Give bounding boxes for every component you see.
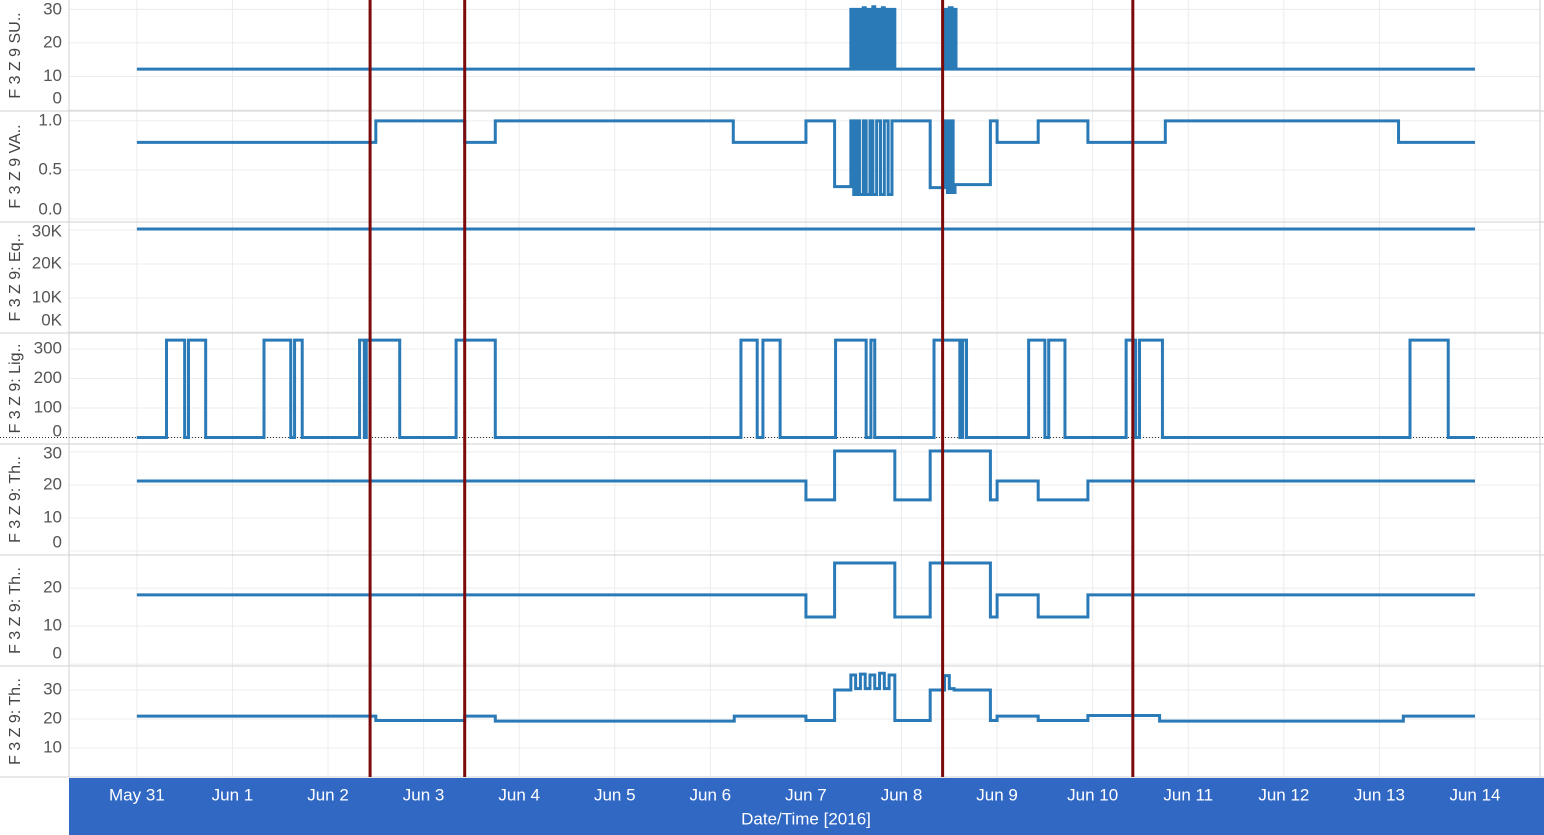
x-tick-label: Jun 4 [498, 785, 540, 804]
y-tick-label: 10 [43, 616, 62, 635]
series-line [136, 5, 1475, 71]
y-tick-label: 0.5 [38, 159, 62, 178]
y-tick-label: 0 [53, 421, 62, 440]
x-tick-label: Jun 2 [307, 785, 349, 804]
y-tick-label: 200 [34, 368, 62, 387]
x-axis-title: Date/Time [2016] [741, 809, 871, 828]
x-tick-label: May 31 [109, 785, 165, 804]
series-line [136, 561, 1475, 619]
y-tick-label: 10 [43, 507, 62, 526]
x-tick-label: Jun 10 [1067, 785, 1118, 804]
y-tick-label: 0K [41, 310, 62, 329]
y-tick-label: 0 [53, 532, 62, 551]
y-tick-label: 0.0 [38, 199, 62, 218]
x-tick-label: Jun 7 [785, 785, 827, 804]
y-tick-label: 100 [34, 397, 62, 416]
y-tick-label: 30 [43, 443, 62, 462]
series-line [136, 119, 1475, 196]
y-tick-label: 30K [32, 221, 63, 240]
y-tick-label: 10K [32, 287, 63, 306]
x-axis-band [69, 778, 1544, 835]
y-axis-label: F 3 Z 9 SU.. [7, 12, 24, 98]
y-tick-label: 10 [43, 66, 62, 85]
y-tick-label: 20 [43, 709, 62, 728]
x-tick-label: Jun 1 [212, 785, 254, 804]
y-axis-label: F 3 Z 9: Th.. [7, 456, 24, 543]
series-line [136, 449, 1475, 502]
y-tick-label: 30 [43, 680, 62, 699]
y-tick-label: 1.0 [38, 110, 62, 129]
series-line [136, 338, 1475, 440]
y-tick-label: 30 [43, 0, 62, 18]
y-axis-label: F 3 Z 9 VA.. [7, 124, 24, 208]
x-tick-label: Jun 13 [1354, 785, 1405, 804]
x-tick-label: Jun 11 [1163, 785, 1213, 804]
series-line [136, 671, 1475, 723]
y-axis-label: F 3 Z 9: Th.. [7, 678, 24, 765]
x-tick-label: Jun 3 [403, 785, 445, 804]
y-tick-label: 20 [43, 32, 62, 51]
y-tick-label: 10 [43, 738, 62, 757]
y-tick-label: 20 [43, 474, 62, 493]
y-tick-label: 0 [53, 88, 62, 107]
y-tick-label: 20K [32, 253, 63, 272]
x-tick-label: Jun 9 [976, 785, 1018, 804]
y-axis-label: F 3 Z 9: Lig.. [7, 344, 24, 434]
y-tick-label: 300 [34, 338, 62, 357]
y-tick-label: 0 [53, 643, 62, 662]
x-tick-label: Jun 12 [1258, 785, 1309, 804]
y-tick-label: 20 [43, 578, 62, 597]
y-axis-label: F 3 Z 9: Th.. [7, 567, 24, 654]
y-axis-label: F 3 Z 9: Eq.. [7, 233, 24, 321]
x-tick-label: Jun 8 [881, 785, 923, 804]
x-tick-label: Jun 14 [1449, 785, 1500, 804]
x-tick-label: Jun 6 [690, 785, 732, 804]
x-tick-label: Jun 5 [594, 785, 636, 804]
